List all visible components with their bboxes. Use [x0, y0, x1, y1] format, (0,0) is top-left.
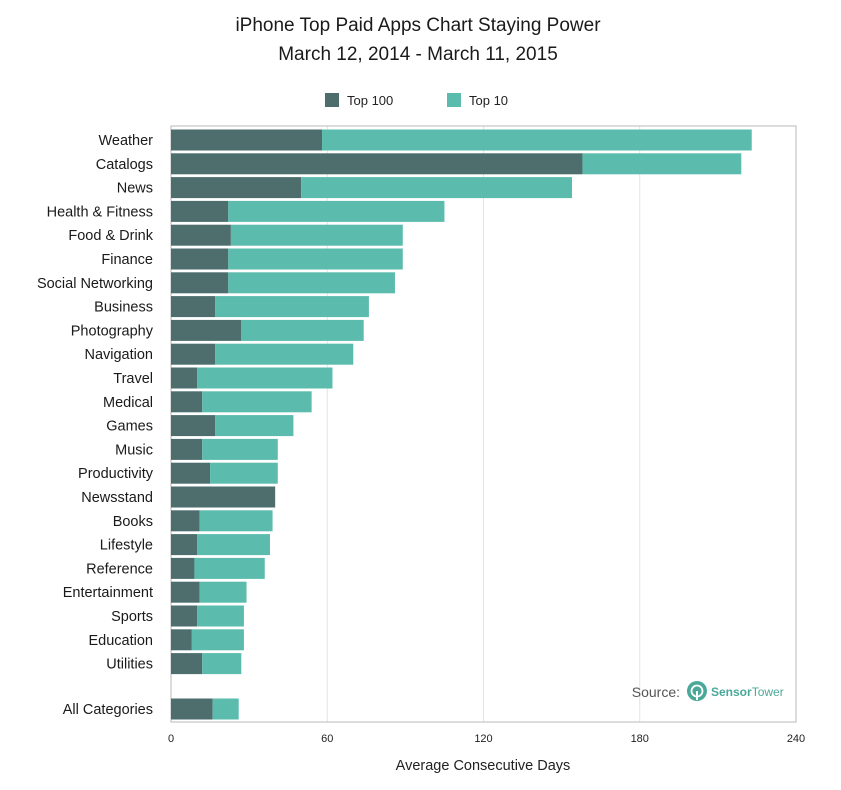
category-label: Social Networking: [37, 276, 153, 292]
bar-top-10: [215, 415, 294, 437]
category-label: Lifestyle: [100, 538, 153, 554]
category-label: Education: [89, 633, 154, 649]
bar-top-10: [322, 129, 752, 151]
legend-swatch: [447, 93, 461, 107]
bar-top-100: [171, 605, 198, 627]
bar-top-100: [171, 391, 203, 413]
bar-top-10: [582, 153, 742, 175]
category-label: Utilities: [106, 657, 153, 673]
category-label: Catalogs: [96, 157, 153, 173]
x-tick-label: 0: [168, 733, 174, 745]
bar-top-100: [171, 510, 200, 532]
x-tick-label: 240: [787, 733, 805, 745]
bar-top-10: [228, 272, 395, 294]
x-tick-label: 60: [321, 733, 333, 745]
logo-text-tower: Tower: [752, 685, 784, 699]
x-tick-labels: 0 60 120 180 240: [168, 733, 805, 745]
bar-top-100: [171, 557, 195, 579]
bar-top-10: [230, 224, 403, 246]
bar-top-100: [171, 486, 276, 508]
bar-top-100: [171, 462, 211, 484]
bar-top-10: [197, 605, 244, 627]
x-axis-label: Average Consecutive Days: [396, 758, 571, 774]
bar-top-100: [171, 698, 213, 720]
category-label: Music: [115, 442, 153, 458]
category-label: Health & Fitness: [47, 204, 153, 220]
bar-top-100: [171, 153, 583, 175]
bar-top-10: [199, 581, 247, 603]
bar-top-100: [171, 129, 323, 151]
bar-top-100: [171, 653, 203, 675]
bar-top-10: [202, 653, 242, 675]
bar-top-100: [171, 629, 192, 651]
bar-top-10: [202, 438, 278, 460]
svg-text:SensorTower: SensorTower: [711, 685, 784, 699]
bar-top-10: [202, 391, 312, 413]
sensor-tower-logo: SensorTower: [687, 681, 784, 701]
bar-top-10: [228, 248, 403, 270]
category-label: Navigation: [84, 347, 153, 363]
bar-top-10: [241, 319, 364, 341]
bar-top-100: [171, 367, 198, 389]
bar-top-100: [171, 177, 302, 199]
bar-top-10: [215, 296, 369, 318]
bar-top-10: [197, 367, 333, 389]
bar-top-100: [171, 200, 229, 222]
category-label: Food & Drink: [68, 228, 153, 244]
x-tick-label: 180: [631, 733, 649, 745]
bar-top-100: [171, 272, 229, 294]
bar-top-100: [171, 319, 242, 341]
category-label: Books: [113, 514, 153, 530]
bar-top-10: [199, 510, 273, 532]
bar-top-100: [171, 534, 198, 556]
bar-top-10: [215, 343, 354, 365]
legend: Top 100 Top 10: [325, 93, 508, 108]
category-label: Business: [94, 300, 153, 316]
legend-swatch: [325, 93, 339, 107]
bar-top-10: [210, 462, 278, 484]
logo-text-sensor: Sensor: [711, 685, 752, 699]
category-label: Reference: [86, 561, 153, 577]
bar-top-100: [171, 248, 229, 270]
category-labels: Weather Catalogs News Health & Fitness Food …: [37, 133, 154, 718]
bar-top-100: [171, 581, 200, 603]
bar-top-10: [301, 177, 573, 199]
bars: [171, 129, 752, 720]
source-label: Source:: [632, 684, 680, 700]
bar-top-10: [228, 200, 445, 222]
bar-top-100: [171, 438, 203, 460]
category-label: Photography: [71, 323, 154, 339]
category-label: Sports: [111, 609, 153, 625]
category-label: Weather: [98, 133, 153, 149]
bar-top-100: [171, 224, 231, 246]
legend-label: Top 10: [469, 93, 508, 108]
category-label: Productivity: [78, 466, 154, 482]
bar-top-10: [191, 629, 244, 651]
bar-top-100: [171, 343, 216, 365]
category-label: Finance: [101, 252, 153, 268]
bar-top-100: [171, 296, 216, 318]
bar-top-10: [194, 557, 265, 579]
category-label: All Categories: [63, 702, 153, 718]
category-label: Entertainment: [63, 585, 153, 601]
category-label: News: [117, 181, 153, 197]
legend-label: Top 100: [347, 93, 393, 108]
chart-subtitle: March 12, 2014 - March 11, 2015: [278, 44, 558, 65]
chart-title: iPhone Top Paid Apps Chart Staying Power: [235, 15, 601, 36]
bar-top-10: [197, 534, 270, 556]
x-tick-label: 120: [474, 733, 492, 745]
bar-top-100: [171, 415, 216, 437]
category-label: Medical: [103, 395, 153, 411]
category-label: Games: [106, 419, 153, 435]
bar-top-10: [212, 698, 239, 720]
source-attribution: Source: SensorTower: [632, 681, 784, 701]
category-label: Newsstand: [81, 490, 153, 506]
category-label: Travel: [113, 371, 153, 387]
